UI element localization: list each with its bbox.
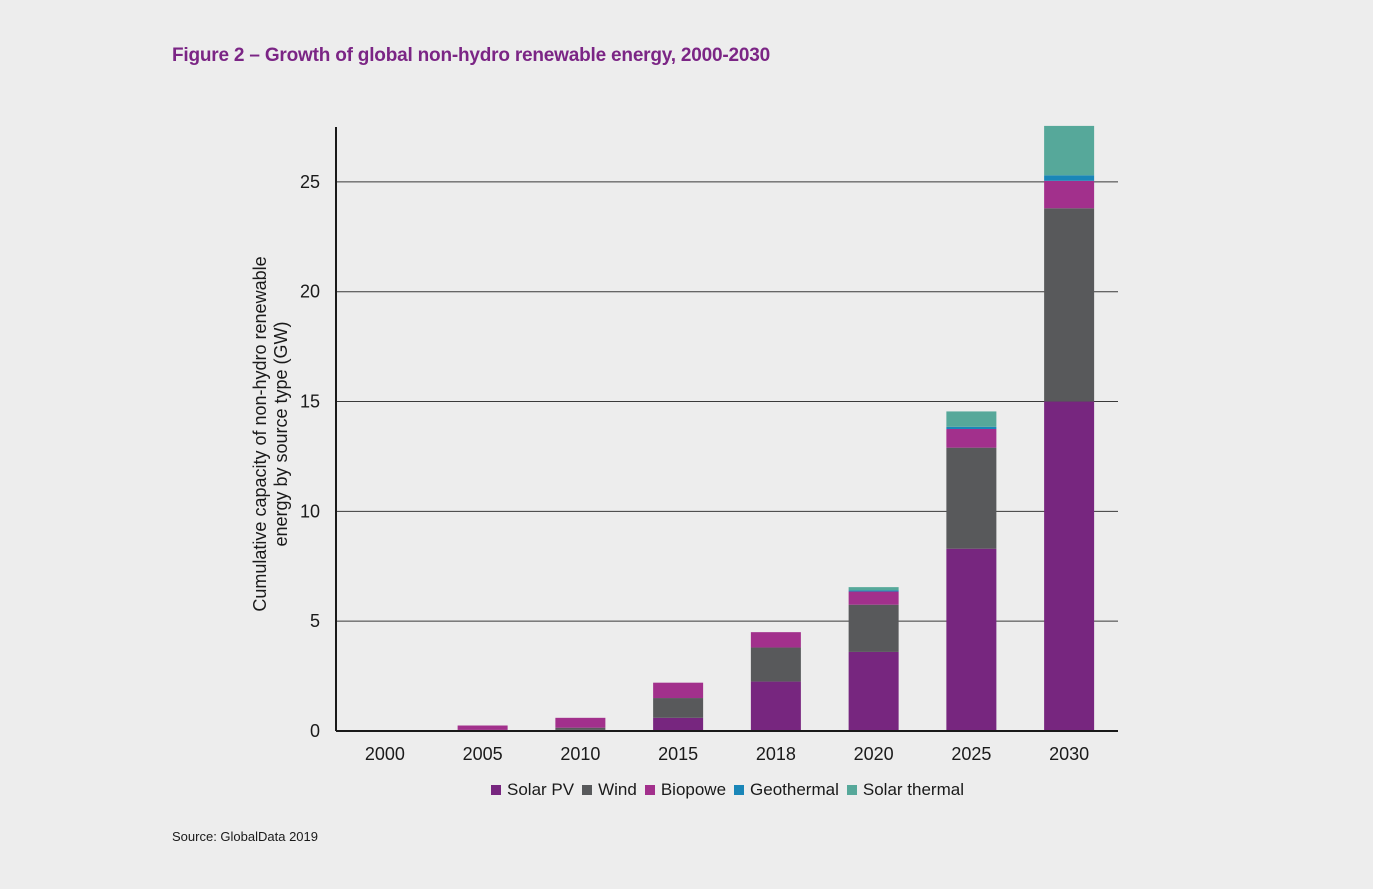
x-tick-label: 2030 — [1049, 744, 1089, 764]
legend-label: Geothermal — [750, 780, 839, 799]
legend-label: Solar thermal — [862, 780, 964, 799]
x-tick-label: 2010 — [560, 744, 600, 764]
bar-segment-solar-pv — [750, 681, 801, 731]
x-tick-label: 2018 — [756, 744, 796, 764]
bar-segment-solar-pv — [946, 548, 997, 731]
x-tick-label: 2015 — [658, 744, 698, 764]
legend-swatch — [582, 785, 593, 795]
legend-item-biopowe: Biopowe — [644, 780, 727, 800]
legend: Solar PV Wind Biopowe Geothermal Solar therm… — [0, 780, 1373, 800]
y-tick-label: 25 — [300, 172, 320, 192]
bar-segment-biopowe — [555, 717, 606, 728]
gridlines — [336, 181, 1118, 622]
legend-item-solar-thermal: Solar thermal — [846, 780, 964, 800]
bar-segment-biopowe — [946, 429, 997, 448]
bar-segment-biopowe — [848, 591, 899, 605]
bar-segment-solar-thermal — [848, 587, 899, 591]
legend-label: Wind — [598, 780, 637, 799]
x-tick-label: 2025 — [951, 744, 991, 764]
y-axis-label-line: Cumulative capacity of non-hydro renewab… — [250, 256, 270, 611]
legend-swatch — [846, 785, 857, 795]
bar-segment-solar-pv — [1044, 401, 1095, 731]
y-tick-label: 5 — [310, 611, 320, 631]
bars — [457, 125, 1095, 731]
bar-segment-wind — [946, 447, 997, 549]
axes — [335, 127, 1118, 732]
y-tick-label: 10 — [300, 501, 320, 521]
bar-segment-solar-pv — [848, 651, 899, 731]
bar-segment-wind — [750, 647, 801, 682]
bar-segment-geothermal — [946, 426, 997, 429]
x-tick-label: 2000 — [365, 744, 405, 764]
figure-title: Figure 2 – Growth of global non-hydro re… — [172, 45, 770, 66]
x-tick-label: 2020 — [854, 744, 894, 764]
bar-segment-biopowe — [750, 632, 801, 648]
bar-segment-geothermal — [1044, 175, 1095, 181]
bar-segment-solar-thermal — [946, 411, 997, 427]
legend-label: Solar PV — [507, 780, 575, 799]
bar-segment-wind — [848, 604, 899, 652]
x-tick-label: 2005 — [463, 744, 503, 764]
y-tick-label: 20 — [300, 282, 320, 302]
source-note: Source: GlobalData 2019 — [172, 829, 318, 844]
y-axis-label: Cumulative capacity of non-hydro renewab… — [250, 256, 291, 611]
legend-item-solar-pv: Solar PV — [491, 780, 574, 800]
legend-label: Biopowe — [660, 780, 727, 799]
bar-segment-wind — [1044, 208, 1095, 402]
bar-segment-wind — [653, 698, 704, 718]
bar-segment-solar-thermal — [1044, 125, 1095, 176]
bar-segment-biopowe — [1044, 180, 1095, 209]
bar-segment-geothermal — [848, 590, 899, 592]
legend-swatch — [734, 785, 745, 795]
bar-segment-biopowe — [457, 725, 508, 730]
y-tick-label: 15 — [300, 392, 320, 412]
legend-item-geothermal: Geothermal — [734, 780, 839, 800]
legend-swatch — [644, 785, 655, 795]
bar-segment-biopowe — [653, 682, 704, 699]
y-tick-label: 0 — [310, 721, 320, 741]
y-axis-label-line: energy by source type (GW) — [271, 321, 291, 546]
legend-item-wind: Wind — [582, 780, 637, 800]
legend-swatch — [491, 785, 501, 795]
bar-segment-solar-pv — [653, 717, 704, 731]
bar-segment-wind — [555, 727, 606, 730]
